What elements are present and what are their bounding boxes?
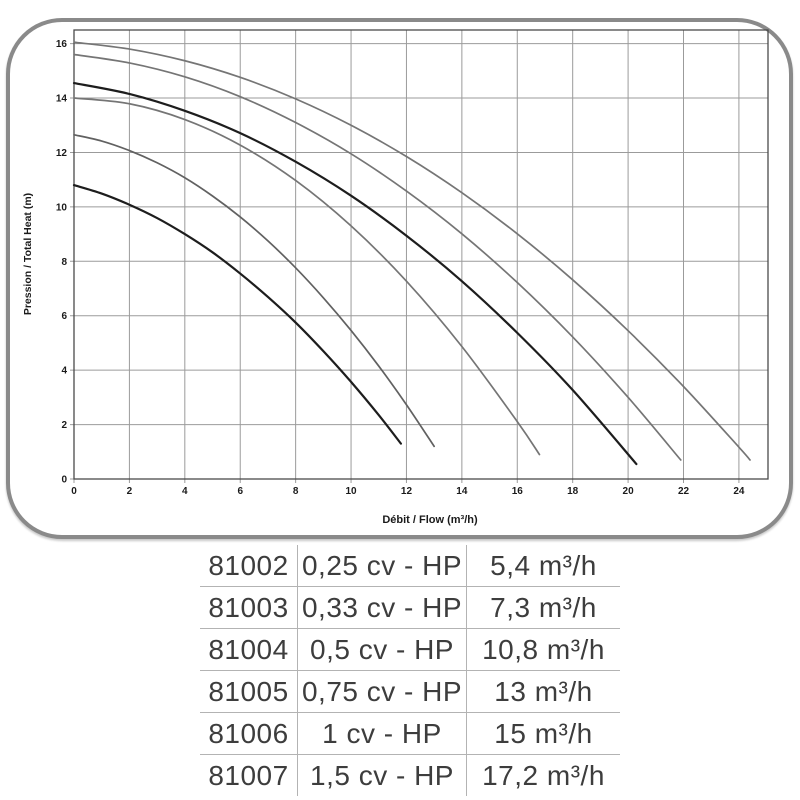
flow-cell: 5,4 m³/h bbox=[490, 549, 597, 581]
pump-spec-table: 81002 0,25 cv - HP 5,4 m³/h 81003 0,33 cv - … bbox=[200, 545, 620, 796]
x-tick-label: 20 bbox=[623, 486, 635, 497]
table-row: 81005 0,75 cv - HP 13 m³/h bbox=[200, 670, 620, 712]
power-cell: 0,5 cv - HP bbox=[297, 629, 467, 670]
y-tick-label: 0 bbox=[61, 475, 67, 486]
power-cell: 0,25 cv - HP bbox=[297, 545, 467, 586]
x-tick-label: 18 bbox=[567, 486, 579, 497]
y-tick-label: 6 bbox=[61, 311, 67, 322]
table-row: 81003 0,33 cv - HP 7,3 m³/h bbox=[200, 586, 620, 628]
y-tick-label: 8 bbox=[61, 257, 67, 268]
pump-curve-81006-1cv bbox=[73, 53, 682, 461]
x-tick-label: 14 bbox=[456, 486, 468, 497]
flow-cell: 15 m³/h bbox=[494, 717, 593, 749]
flow-cell: 10,8 m³/h bbox=[482, 633, 605, 665]
flow-cell: 17,2 m³/h bbox=[482, 759, 605, 791]
model-code-cell: 81003 bbox=[208, 591, 289, 623]
pump-curve-81002-0,25cv bbox=[72, 184, 403, 445]
model-code-cell: 81004 bbox=[208, 633, 289, 665]
power-cell: 1 cv - HP bbox=[297, 713, 467, 754]
table-row: 81007 1,5 cv - HP 17,2 m³/h bbox=[200, 754, 620, 796]
model-code-cell: 81005 bbox=[208, 675, 289, 707]
y-tick-label: 16 bbox=[56, 39, 68, 50]
plot-frame bbox=[73, 29, 769, 480]
power-cell: 0,33 cv - HP bbox=[297, 587, 467, 628]
flow-cell: 7,3 m³/h bbox=[490, 591, 597, 623]
x-tick-label: 6 bbox=[237, 486, 243, 497]
y-tick-label: 2 bbox=[61, 420, 67, 431]
x-tick-label: 24 bbox=[733, 486, 745, 497]
y-tick-label: 12 bbox=[56, 148, 68, 159]
x-tick-label: 12 bbox=[401, 486, 413, 497]
table-row: 81004 0,5 cv - HP 10,8 m³/h bbox=[200, 628, 620, 670]
pump-curve-81004-0,5cv bbox=[73, 97, 541, 456]
model-code-cell: 81002 bbox=[208, 549, 289, 581]
pump-curve-chart-card: 0 2 4 6 8 10 12 14 16 18 20 22 24 0 2 4 6 8 10 12 14 16 Press… bbox=[6, 18, 793, 539]
x-tick-label: 16 bbox=[512, 486, 524, 497]
x-tick-label: 0 bbox=[71, 486, 77, 497]
power-cell: 1,5 cv - HP bbox=[297, 755, 467, 796]
model-code-cell: 81007 bbox=[208, 759, 289, 791]
table-row: 81002 0,25 cv - HP 5,4 m³/h bbox=[200, 545, 620, 586]
x-tick-label: 10 bbox=[345, 486, 357, 497]
x-tick-label: 2 bbox=[127, 486, 133, 497]
y-tick-label: 14 bbox=[56, 94, 68, 105]
table-row: 81006 1 cv - HP 15 m³/h bbox=[200, 712, 620, 754]
pump-curve-81007-1,5cv bbox=[73, 41, 751, 461]
x-axis-title: Débit / Flow (m³/h) bbox=[382, 514, 478, 526]
pump-curve-81005-0,75cv bbox=[72, 81, 638, 466]
x-tick-label: 8 bbox=[293, 486, 299, 497]
flow-cell: 13 m³/h bbox=[494, 675, 593, 707]
model-code-cell: 81006 bbox=[208, 717, 289, 749]
y-tick-label: 10 bbox=[56, 202, 68, 213]
x-tick-label: 22 bbox=[678, 486, 690, 497]
y-tick-label: 4 bbox=[61, 366, 67, 377]
pump-curve-81003-0,33cv bbox=[73, 133, 436, 448]
x-tick-label: 4 bbox=[182, 486, 188, 497]
power-cell: 0,75 cv - HP bbox=[297, 671, 467, 712]
y-axis-title: Pression / Total Heat (m) bbox=[22, 192, 34, 316]
